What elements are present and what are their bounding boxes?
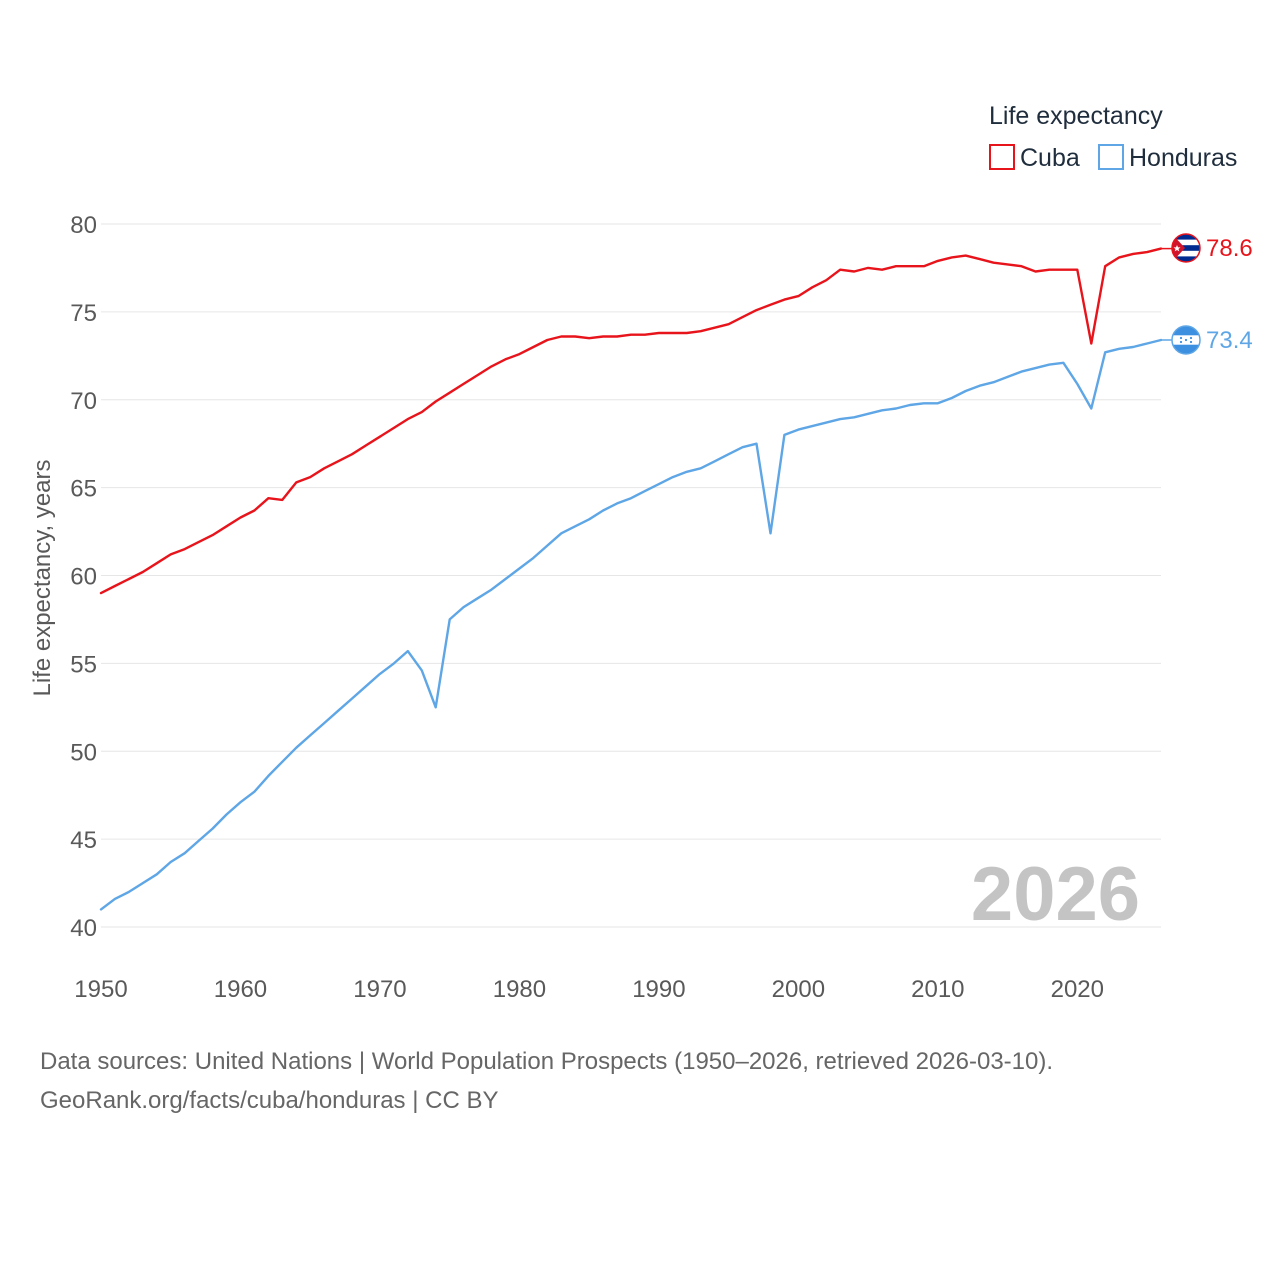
- x-tick-label-2020: 2020: [1051, 976, 1104, 1003]
- x-tick-label-1970: 1970: [353, 976, 406, 1003]
- source-line-2[interactable]: GeoRank.org/facts/cuba/honduras | CC BY: [40, 1087, 498, 1114]
- x-tick-label-1990: 1990: [632, 976, 685, 1003]
- series-line-honduras[interactable]: [99, 338, 1163, 911]
- y-tick-label-50: 50: [70, 739, 97, 766]
- series-line-cuba[interactable]: [99, 247, 1163, 595]
- cuba-flag-icon: [1171, 233, 1201, 263]
- x-tick-label-2000: 2000: [772, 976, 825, 1003]
- legend-title: Life expectancy: [989, 102, 1163, 130]
- legend: Life expectancy Cuba Honduras: [989, 102, 1237, 172]
- x-tick-label-1980: 1980: [493, 976, 546, 1003]
- grid: [101, 223, 1161, 928]
- y-tick-label-70: 70: [70, 388, 97, 415]
- y-tick-label-65: 65: [70, 476, 97, 503]
- legend-swatch-cuba: [989, 144, 1015, 170]
- source-line-1: Data sources: United Nations | World Pop…: [40, 1048, 1053, 1075]
- legend-label-cuba: Cuba: [1020, 144, 1080, 172]
- x-axis: 1950 1960 1970 1980 1990 2000 2010 2020: [74, 976, 1104, 1003]
- x-tick-label-1960: 1960: [214, 976, 267, 1003]
- year-watermark: 2026: [971, 852, 1140, 937]
- y-tick-label-60: 60: [70, 564, 97, 591]
- legend-item-honduras[interactable]: Honduras: [1098, 144, 1237, 172]
- honduras-flag-icon: [1171, 325, 1201, 355]
- end-label-honduras: 73.4: [1206, 327, 1253, 354]
- series-lines: [99, 247, 1163, 911]
- y-tick-label-75: 75: [70, 300, 97, 327]
- y-tick-label-45: 45: [70, 827, 97, 854]
- y-axis: 40 45 50 55 60 65 70 75 80: [70, 212, 97, 942]
- end-labels: 78.6 73.4: [1161, 235, 1253, 354]
- y-tick-label-80: 80: [70, 212, 97, 239]
- source-note: Data sources: United Nations | World Pop…: [40, 1048, 1053, 1114]
- legend-swatch-honduras: [1098, 144, 1124, 170]
- legend-label-honduras: Honduras: [1129, 144, 1237, 172]
- y-axis-title: Life expectancy, years: [29, 459, 56, 696]
- x-tick-label-1950: 1950: [74, 976, 127, 1003]
- x-tick-label-2010: 2010: [911, 976, 964, 1003]
- y-tick-label-40: 40: [70, 915, 97, 942]
- end-label-cuba: 78.6: [1206, 235, 1253, 262]
- legend-item-cuba[interactable]: Cuba: [989, 144, 1080, 172]
- y-tick-label-55: 55: [70, 651, 97, 678]
